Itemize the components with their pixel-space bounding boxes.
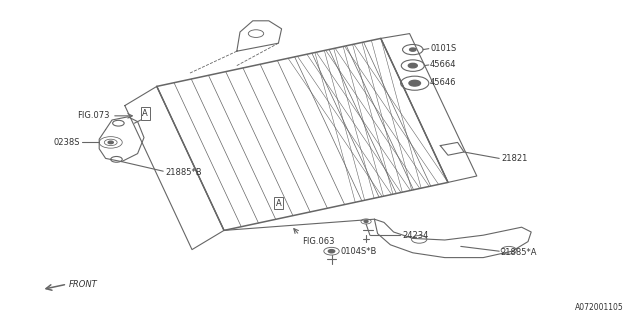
Text: 0104S*B: 0104S*B <box>340 247 377 256</box>
Text: 45664: 45664 <box>430 60 456 69</box>
Text: A: A <box>143 109 148 118</box>
Text: 21885*B: 21885*B <box>165 168 202 177</box>
Text: FIG.073: FIG.073 <box>77 111 110 120</box>
Text: 45646: 45646 <box>430 78 456 87</box>
Text: 21821: 21821 <box>501 154 527 163</box>
Text: FIG.063: FIG.063 <box>302 237 335 246</box>
Circle shape <box>364 220 368 222</box>
Text: 24234: 24234 <box>402 231 428 240</box>
Text: 0238S: 0238S <box>54 138 80 147</box>
Circle shape <box>408 63 417 68</box>
Text: FRONT: FRONT <box>69 280 98 289</box>
Text: A: A <box>276 199 281 208</box>
Text: 0101S: 0101S <box>430 44 456 53</box>
Circle shape <box>409 80 420 86</box>
Circle shape <box>108 141 113 144</box>
Text: A072001105: A072001105 <box>575 303 624 312</box>
Circle shape <box>328 250 335 253</box>
Text: 21885*A: 21885*A <box>500 248 537 257</box>
Circle shape <box>410 48 416 51</box>
